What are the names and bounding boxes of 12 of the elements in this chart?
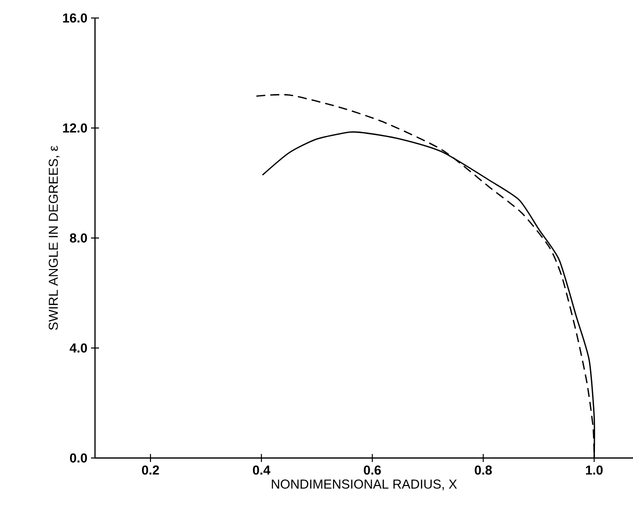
x-tick-label: 0.4: [252, 466, 270, 475]
y-tick-label: 4.0: [70, 343, 87, 353]
y-tick-label: 12.0: [63, 123, 87, 133]
x-axis-title: NONDIMENSIONAL RADIUS, X: [272, 480, 457, 490]
x-tick-label: 0.2: [142, 466, 159, 475]
x-tick-label: 0.6: [364, 466, 381, 475]
y-tick-label: 0.0: [70, 453, 87, 463]
x-tick-label: 1.0: [586, 466, 603, 475]
y-tick-label: 8.0: [70, 233, 87, 243]
x-tick-label: 0.8: [474, 466, 492, 475]
y-tick-label: 16.0: [63, 13, 87, 23]
y-axis-title: SWIRL ANGLE IN DEGREES, ε: [48, 146, 60, 330]
